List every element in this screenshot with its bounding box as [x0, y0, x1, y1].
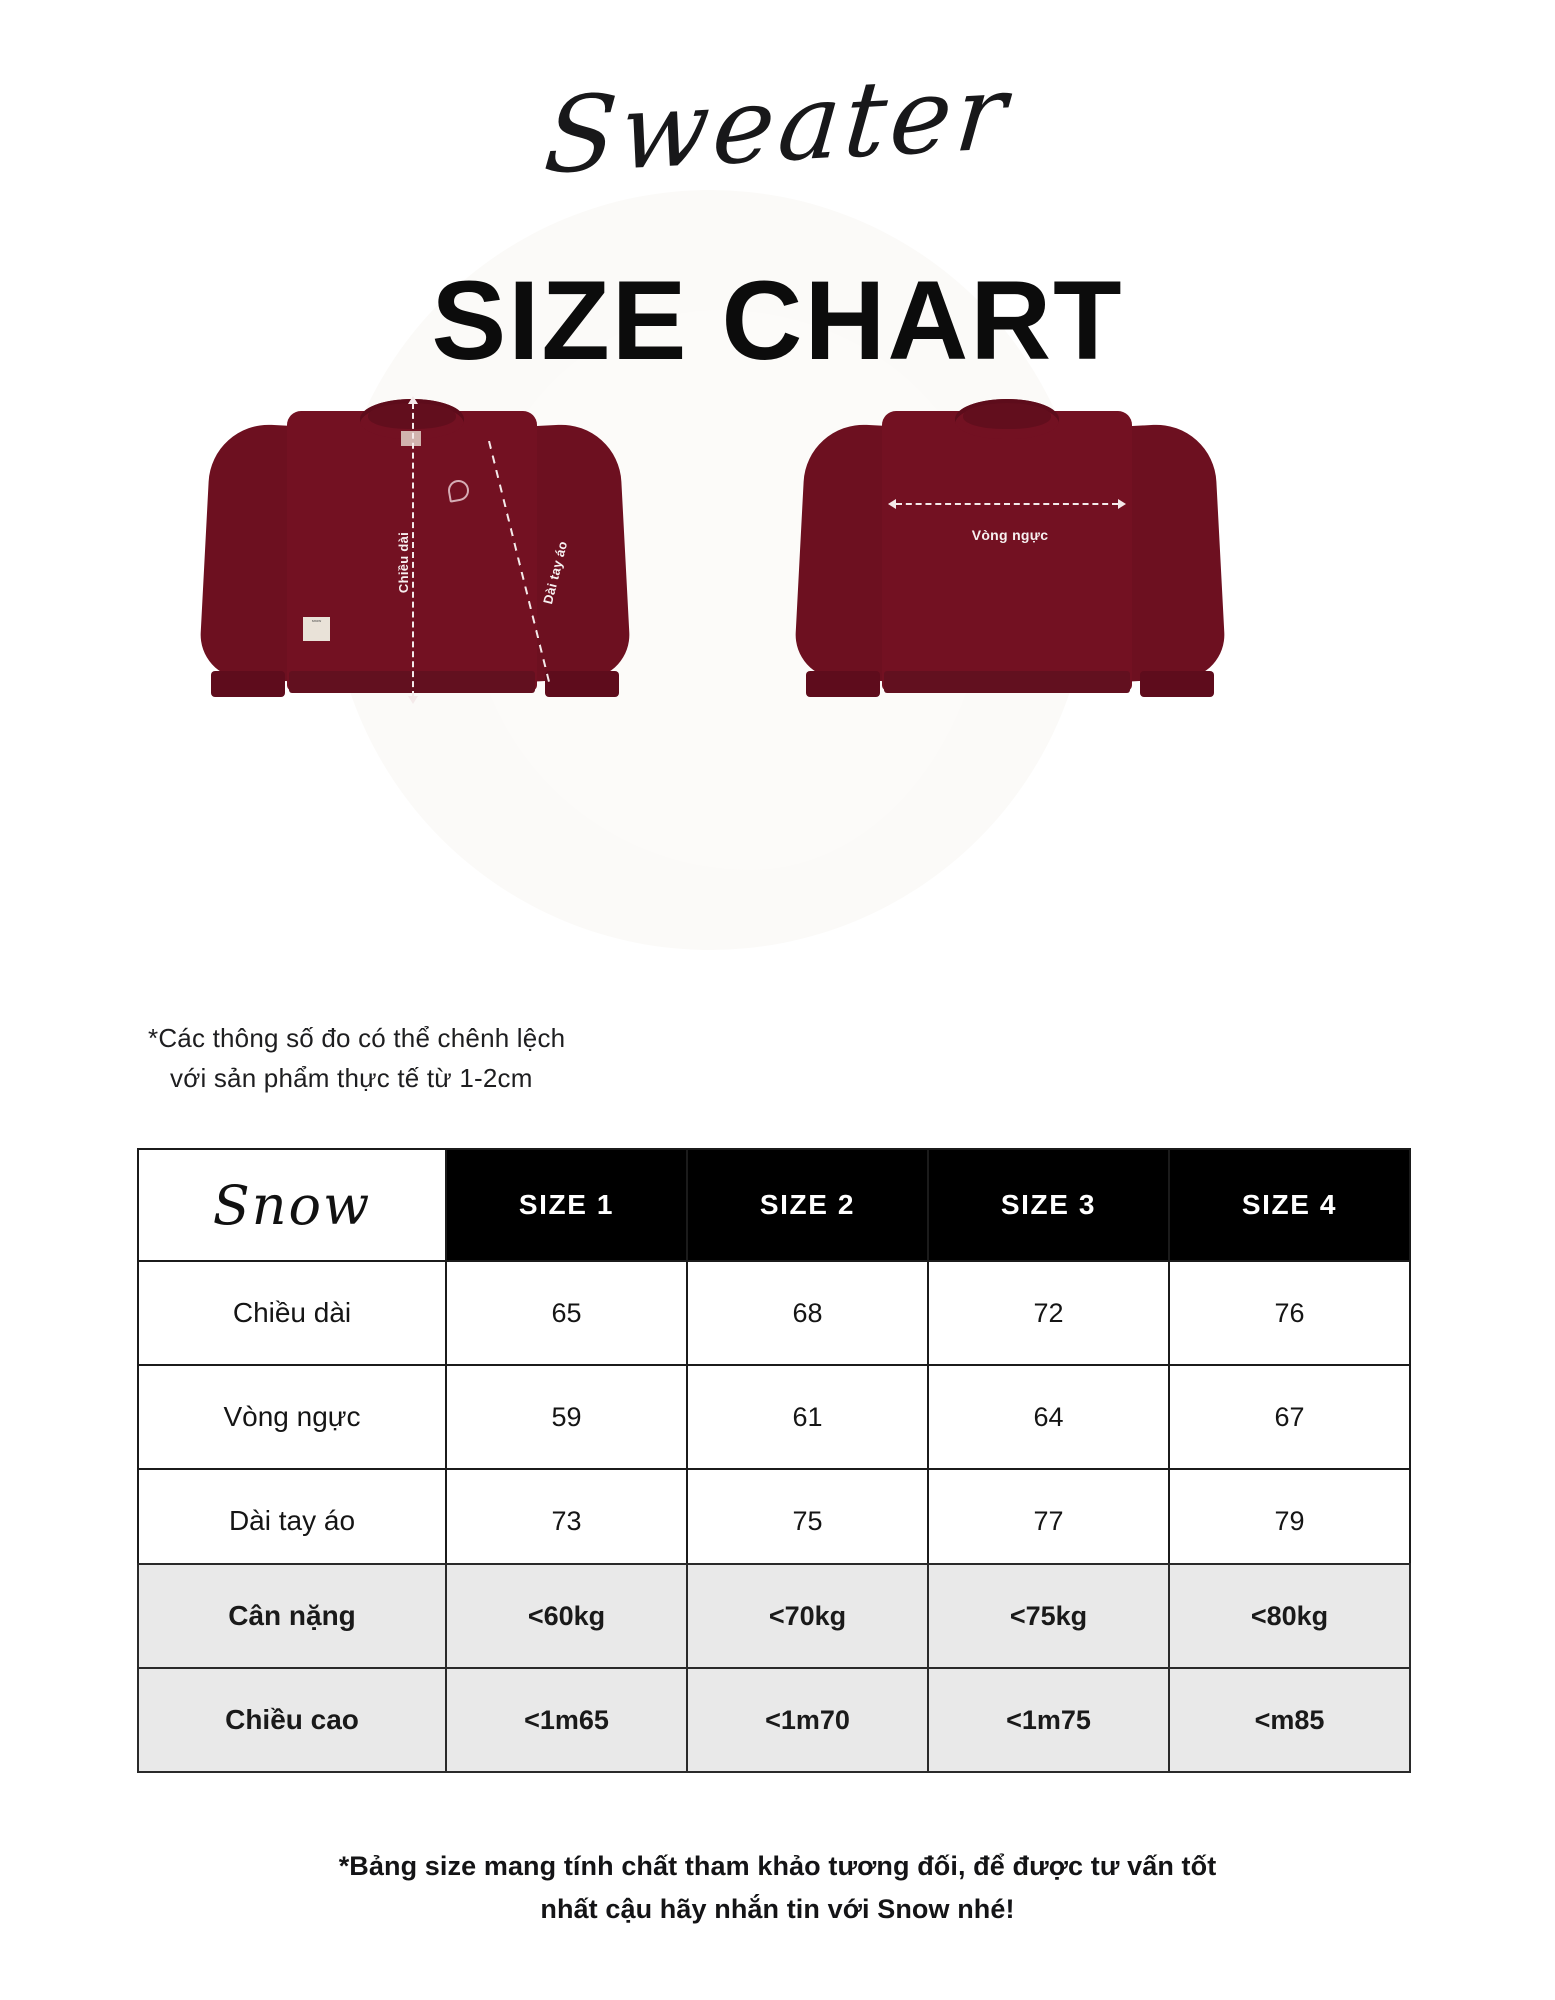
hem-brand-tag: snow — [303, 617, 330, 641]
cuff-right — [545, 671, 619, 697]
table-row: Vòng ngực 59 61 64 67 — [137, 1364, 1411, 1470]
measurement-tolerance-note: *Các thông số đo có thể chênh lệch với s… — [148, 1018, 565, 1099]
cuff-right — [1140, 671, 1214, 697]
row-label-weight: Cân nặng — [137, 1563, 447, 1669]
brand-cell: Snow — [137, 1148, 447, 1262]
script-title-text: Sweater — [540, 50, 1015, 198]
table-row: Chiều cao <1m65 <1m70 <1m75 <m85 — [137, 1667, 1411, 1773]
cell-weight-size-1: <60kg — [445, 1563, 688, 1669]
row-label-sleeve: Dài tay áo — [137, 1468, 447, 1574]
cell-height-size-2: <1m70 — [686, 1667, 929, 1773]
cell-length-size-1: 65 — [445, 1260, 688, 1366]
column-header-size-3: SIZE 3 — [927, 1148, 1170, 1262]
cuff-left — [806, 671, 880, 697]
cell-length-size-3: 72 — [927, 1260, 1170, 1366]
sweater-front-view: snow Chiều dài Dài tay áo — [198, 385, 632, 705]
cell-chest-size-4: 67 — [1168, 1364, 1411, 1470]
cell-weight-size-3: <75kg — [927, 1563, 1170, 1669]
column-header-size-2: SIZE 2 — [686, 1148, 929, 1262]
arrow-down-icon — [408, 696, 418, 704]
garment-illustrations: snow Chiều dài Dài tay áo Vòng ngực — [180, 385, 1380, 725]
cell-height-size-3: <1m75 — [927, 1667, 1170, 1773]
cell-sleeve-size-1: 73 — [445, 1468, 688, 1574]
cell-chest-size-3: 64 — [927, 1364, 1170, 1470]
body-metrics-table: Cân nặng <60kg <70kg <75kg <80kg Chiều c… — [137, 1563, 1411, 1773]
cell-height-size-1: <1m65 — [445, 1667, 688, 1773]
body — [882, 411, 1132, 691]
cell-sleeve-size-4: 79 — [1168, 1468, 1411, 1574]
note-bottom-line-1: *Bảng size mang tính chất tham khảo tươn… — [338, 1851, 1217, 1881]
cell-sleeve-size-2: 75 — [686, 1468, 929, 1574]
cell-weight-size-4: <80kg — [1168, 1563, 1411, 1669]
length-measure-line — [408, 396, 418, 704]
cell-sleeve-size-3: 77 — [927, 1468, 1170, 1574]
label-length: Chiều dài — [396, 531, 412, 594]
arrow-up-icon — [408, 396, 418, 404]
page-script-title: Sweater — [0, 31, 1555, 216]
cell-length-size-4: 76 — [1168, 1260, 1411, 1366]
cell-weight-size-2: <70kg — [686, 1563, 929, 1669]
arrow-right-icon — [1118, 499, 1126, 509]
sweater-back-view: Vòng ngực — [793, 385, 1227, 705]
cell-length-size-2: 68 — [686, 1260, 929, 1366]
table-row: Cân nặng <60kg <70kg <75kg <80kg — [137, 1563, 1411, 1669]
neck-label-tag — [401, 431, 421, 446]
cell-chest-size-2: 61 — [686, 1364, 929, 1470]
table-row: Chiều dài 65 68 72 76 — [137, 1260, 1411, 1366]
cell-chest-size-1: 59 — [445, 1364, 688, 1470]
row-label-length: Chiều dài — [137, 1260, 447, 1366]
row-label-chest: Vòng ngực — [137, 1364, 447, 1470]
label-chest: Vòng ngực — [971, 527, 1049, 543]
advisory-note: *Bảng size mang tính chất tham khảo tươn… — [0, 1845, 1555, 1931]
note-top-line-1: *Các thông số đo có thể chênh lệch — [148, 1023, 566, 1053]
cell-height-size-4: <m85 — [1168, 1667, 1411, 1773]
note-bottom-line-2: nhất cậu hãy nhắn tin với Snow nhé! — [540, 1894, 1015, 1925]
column-header-size-1: SIZE 1 — [445, 1148, 688, 1262]
row-label-height: Chiều cao — [137, 1667, 447, 1773]
arrow-left-icon — [888, 499, 896, 509]
table-row: Dài tay áo 73 75 77 79 — [137, 1468, 1411, 1574]
page-title: SIZE CHART — [431, 258, 1124, 383]
hem — [884, 671, 1130, 693]
chest-measure-line — [888, 499, 1126, 509]
size-table: Snow SIZE 1 SIZE 2 SIZE 3 SIZE 4 Chiều d… — [137, 1148, 1411, 1574]
cuff-left — [211, 671, 285, 697]
size-table-header-row: Snow SIZE 1 SIZE 2 SIZE 3 SIZE 4 — [137, 1148, 1411, 1262]
collar-inner — [963, 403, 1051, 429]
column-header-size-4: SIZE 4 — [1168, 1148, 1411, 1262]
note-top-line-2: với sản phẩm thực tế từ 1-2cm — [170, 1063, 533, 1094]
